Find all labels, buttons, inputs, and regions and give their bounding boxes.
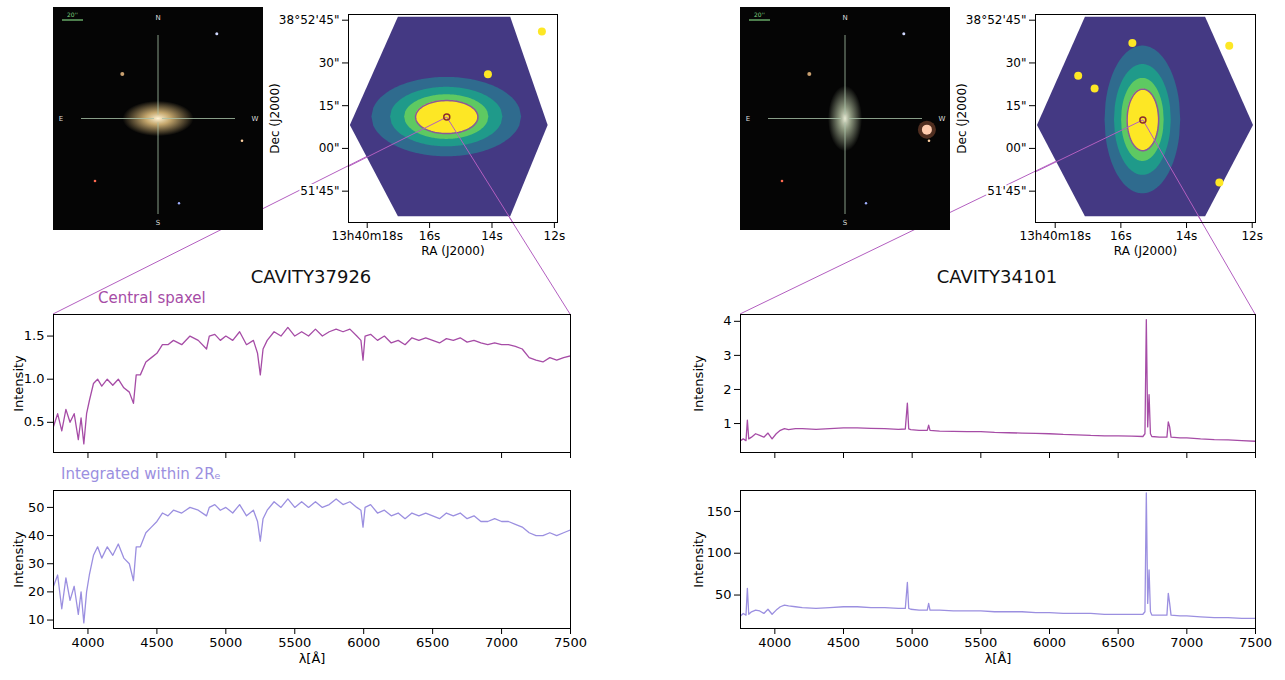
svg-text:7000: 7000 [485,635,518,650]
svg-text:λ[Å]: λ[Å] [985,651,1012,666]
svg-text:12s: 12s [1241,229,1263,243]
svg-text:50: 50 [28,500,45,515]
svg-text:30": 30" [1006,56,1027,70]
svg-text:E: E [59,115,63,123]
svg-text:40: 40 [28,528,45,543]
svg-text:RA (J2000): RA (J2000) [1114,244,1177,258]
svg-text:E: E [746,115,750,123]
svg-text:00": 00" [1006,141,1027,155]
svg-text:51'45": 51'45" [300,184,339,198]
svg-text:4000: 4000 [71,635,104,650]
svg-text:14s: 14s [481,229,503,243]
svg-text:W: W [939,115,946,123]
svg-text:30": 30" [319,56,340,70]
svg-text:Intensity: Intensity [11,355,26,412]
svg-text:38°52'45": 38°52'45" [966,13,1027,27]
svg-text:3: 3 [723,348,731,363]
svg-text:2: 2 [723,382,731,397]
svg-text:Intensity: Intensity [11,531,26,588]
svg-text:00": 00" [319,141,340,155]
svg-text:30: 30 [28,556,45,571]
svg-text:13h40m18s: 13h40m18s [1020,229,1091,243]
svg-text:1: 1 [723,416,731,431]
svg-text:Dec (J2000): Dec (J2000) [955,83,969,153]
svg-text:Intensity: Intensity [691,355,706,412]
svg-text:15": 15" [1006,99,1027,113]
svg-text:1.5: 1.5 [24,328,45,343]
svg-text:10: 10 [28,612,45,627]
svg-text:20'': 20'' [67,11,78,18]
svg-text:50: 50 [715,587,732,602]
svg-text:12s: 12s [544,229,566,243]
svg-text:16s: 16s [419,229,441,243]
svg-text:S: S [156,219,161,227]
svg-text:6500: 6500 [416,635,449,650]
svg-text:20: 20 [28,584,45,599]
svg-text:150: 150 [707,504,732,519]
html-text:CAVITY37926: CAVITY37926 [250,266,372,287]
svg-text:13h40m18s: 13h40m18s [332,229,403,243]
svg-text:20'': 20'' [754,11,765,18]
svg-text:5000: 5000 [209,635,242,650]
svg-text:0.5: 0.5 [24,414,45,429]
svg-text:4000: 4000 [758,635,791,650]
html-text:Central spaxel: Central spaxel [98,289,206,307]
svg-text:16s: 16s [1110,229,1132,243]
svg-text:51'45": 51'45" [987,184,1026,198]
svg-text:4500: 4500 [827,635,860,650]
svg-text:7500: 7500 [554,635,587,650]
svg-text:4: 4 [723,313,731,328]
svg-text:N: N [155,14,160,22]
svg-text:6000: 6000 [347,635,380,650]
svg-text:5500: 5500 [964,635,997,650]
html-text:Integrated within 2Rₑ: Integrated within 2Rₑ [61,465,221,483]
svg-text:6000: 6000 [1033,635,1066,650]
html-text:CAVITY34101: CAVITY34101 [936,266,1058,287]
svg-text:7500: 7500 [1239,635,1272,650]
svg-text:RA (J2000): RA (J2000) [421,244,484,258]
svg-text:1.0: 1.0 [24,371,45,386]
svg-text:N: N [842,14,847,22]
svg-text:14s: 14s [1176,229,1198,243]
svg-text:S: S [843,219,848,227]
svg-text:λ[Å]: λ[Å] [299,651,326,666]
svg-text:W: W [252,115,259,123]
svg-text:15": 15" [319,99,340,113]
svg-text:Dec (J2000): Dec (J2000) [268,83,282,153]
svg-text:6500: 6500 [1102,635,1135,650]
svg-text:38°52'45": 38°52'45" [279,13,340,27]
svg-text:5500: 5500 [278,635,311,650]
svg-text:Intensity: Intensity [691,531,706,588]
svg-text:7000: 7000 [1170,635,1203,650]
svg-text:5000: 5000 [896,635,929,650]
svg-text:4500: 4500 [140,635,173,650]
svg-text:100: 100 [707,545,732,560]
